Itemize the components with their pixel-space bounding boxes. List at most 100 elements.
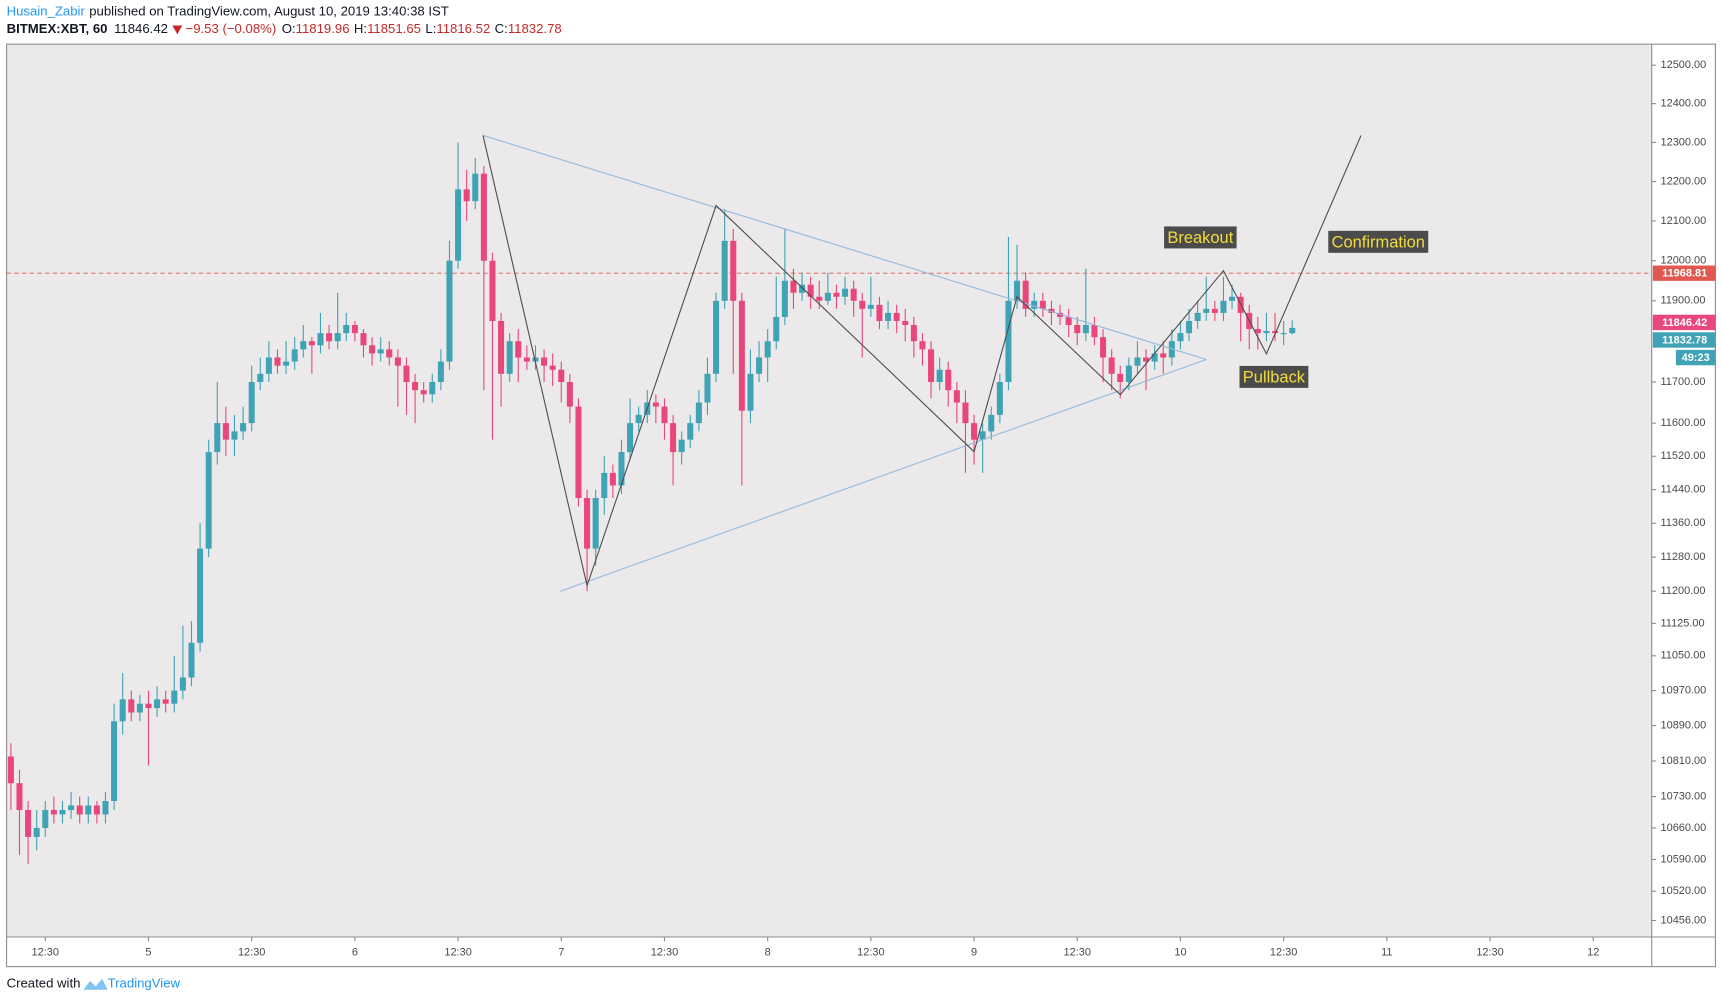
- y-tick-label: 11360.00: [1661, 517, 1706, 529]
- candle-body: [7, 756, 14, 784]
- candle-body: [145, 703, 152, 709]
- y-tick-label: 12300.00: [1661, 136, 1707, 148]
- x-tick-label: 12: [1587, 946, 1599, 958]
- close-label-box: [1652, 332, 1716, 348]
- annotation-text: Breakout: [1167, 229, 1233, 247]
- x-tick-label: 12:30: [651, 946, 678, 958]
- candle-body: [945, 369, 952, 391]
- candle-body: [1039, 300, 1046, 309]
- candle-body: [661, 406, 668, 424]
- level-label: 11968.81: [1662, 268, 1707, 280]
- author: Husain_Zabir: [7, 4, 86, 19]
- candle-body: [1014, 280, 1021, 301]
- candle-body: [403, 365, 410, 382]
- candle-body: [463, 189, 470, 202]
- candle-body: [1091, 325, 1098, 338]
- candle-body: [455, 189, 462, 261]
- candle-body: [59, 809, 66, 815]
- candle-body: [850, 288, 857, 301]
- candle-body: [300, 341, 307, 350]
- candle-body: [334, 333, 341, 342]
- candle-body: [885, 312, 892, 321]
- x-tick-label: 12:30: [857, 946, 884, 958]
- candle-body: [996, 381, 1003, 415]
- candle-body: [76, 805, 83, 815]
- y-tick-label: 12000.00: [1661, 255, 1707, 267]
- open-label: O:: [282, 21, 296, 36]
- x-tick-label: 10: [1174, 946, 1186, 958]
- x-tick-label: 12:30: [1270, 946, 1297, 958]
- candle-body: [420, 390, 427, 395]
- candle-body: [222, 423, 229, 440]
- candle-body: [171, 690, 178, 704]
- open-value: 11819.96: [296, 21, 350, 36]
- low-label: L:: [425, 21, 436, 36]
- candle-body: [25, 809, 32, 837]
- symbol: BITMEX:XBT, 60: [7, 21, 108, 36]
- candle-body: [506, 341, 513, 374]
- candle-body: [326, 333, 333, 342]
- candle-body: [1108, 357, 1115, 374]
- candle-body: [1263, 331, 1270, 334]
- candle-body: [1065, 316, 1072, 326]
- y-tick-label: 10520.00: [1661, 885, 1707, 897]
- candle-body: [747, 373, 754, 411]
- candle-body: [566, 381, 573, 407]
- candle-body: [1194, 312, 1201, 321]
- candle-body: [799, 284, 806, 293]
- candle-body: [936, 369, 943, 382]
- close-label: 11832.78: [1662, 334, 1707, 346]
- level-label-box: [1652, 265, 1716, 281]
- candle-body: [50, 809, 57, 815]
- candle-body: [695, 402, 702, 424]
- candle-body: [523, 357, 530, 362]
- candle-body: [816, 296, 823, 301]
- candle-body: [618, 452, 625, 486]
- candle-body: [308, 341, 315, 346]
- candle-body: [988, 414, 995, 432]
- footer-created: Created with: [7, 976, 81, 991]
- candle-body: [351, 325, 358, 334]
- candle-body: [214, 423, 221, 453]
- x-tick-label: 8: [765, 946, 771, 958]
- candle-body: [119, 699, 126, 722]
- candle-body: [1211, 308, 1218, 313]
- candle-body: [549, 365, 556, 370]
- y-tick-label: 12200.00: [1661, 175, 1707, 187]
- candle-body: [824, 292, 831, 301]
- x-tick-label: 12:30: [1476, 946, 1503, 958]
- candle-body: [360, 333, 367, 346]
- candle-body: [386, 349, 393, 358]
- candle-body: [248, 381, 255, 424]
- x-tick-label: 12:30: [1064, 946, 1091, 958]
- candle-body: [1100, 337, 1107, 358]
- candle-body: [489, 260, 496, 321]
- candle-body: [592, 498, 599, 549]
- candle-body: [188, 642, 195, 678]
- candle-body: [1203, 308, 1210, 313]
- candle-body: [532, 357, 539, 362]
- plot-area: [6, 44, 1652, 937]
- candle-body: [1031, 300, 1038, 309]
- high-value: 11851.65: [367, 21, 421, 36]
- candle-body: [910, 325, 917, 342]
- candle-body: [721, 240, 728, 301]
- candle-body: [678, 439, 685, 453]
- candle-body: [971, 423, 978, 440]
- logo: [83, 978, 108, 990]
- annotation-box: [1164, 226, 1237, 249]
- candle-body: [1048, 308, 1055, 313]
- logo-shape: [83, 978, 108, 990]
- x-tick-label: 11: [1381, 946, 1392, 958]
- y-tick-label: 11280.00: [1661, 551, 1706, 563]
- candle-body: [1057, 312, 1064, 317]
- candle-body: [953, 390, 960, 403]
- candle-body: [867, 304, 874, 309]
- candle-body: [1272, 331, 1279, 334]
- candle-body: [1143, 357, 1150, 362]
- y-tick-label: 12400.00: [1661, 98, 1707, 110]
- candle-body: [85, 805, 92, 815]
- candle-body: [842, 288, 849, 297]
- y-tick-label: 12100.00: [1661, 215, 1707, 227]
